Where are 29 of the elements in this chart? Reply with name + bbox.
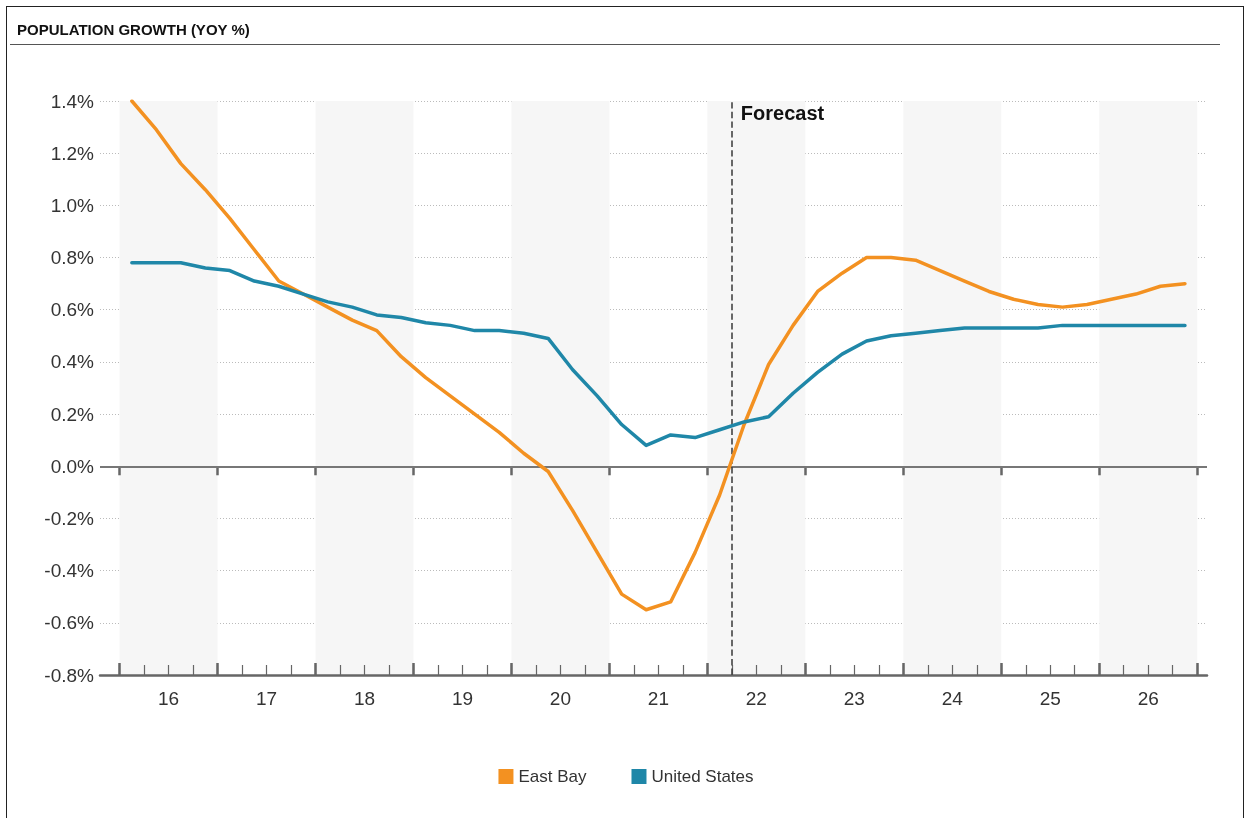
x-tick-label: 16 [158,688,180,709]
x-tick-label: 22 [745,688,767,709]
y-tick-label: 1.0% [50,194,95,216]
ref-line-label: Forecast [740,102,825,124]
x-tick-label: 25 [1039,688,1061,709]
y-tick-label: 0.0% [50,455,95,477]
x-tick-label: 17 [255,688,278,709]
y-tick-label: 1.2% [50,142,95,164]
line-series [130,261,1187,448]
x-tick-label: 24 [941,688,964,709]
y-tick-label: -0.8% [44,664,95,686]
y-tick-label: 1.4% [50,90,95,112]
y-tick-label: -0.4% [44,560,95,582]
x-tick-label: 26 [1137,688,1159,709]
y-tick-label: 0.6% [50,299,95,321]
y-tick-label: -0.6% [44,612,95,634]
x-tick-label: 19 [451,688,474,709]
x-tick-label: 18 [353,688,376,709]
y-tick-label: 0.4% [50,351,95,373]
chart-title: POPULATION GROWTH (YOY %) [17,21,250,38]
y-tick-label: 0.8% [50,247,95,269]
y-tick-label: 0.2% [50,403,95,425]
x-tick-label: 23 [843,688,865,709]
x-tick-label: 21 [647,688,669,709]
x-tick-label: 20 [549,688,571,709]
legend-label: East Bay [518,767,587,786]
legend-label: United States [651,767,754,786]
line-series [130,99,1187,612]
y-tick-label: -0.2% [44,507,95,529]
